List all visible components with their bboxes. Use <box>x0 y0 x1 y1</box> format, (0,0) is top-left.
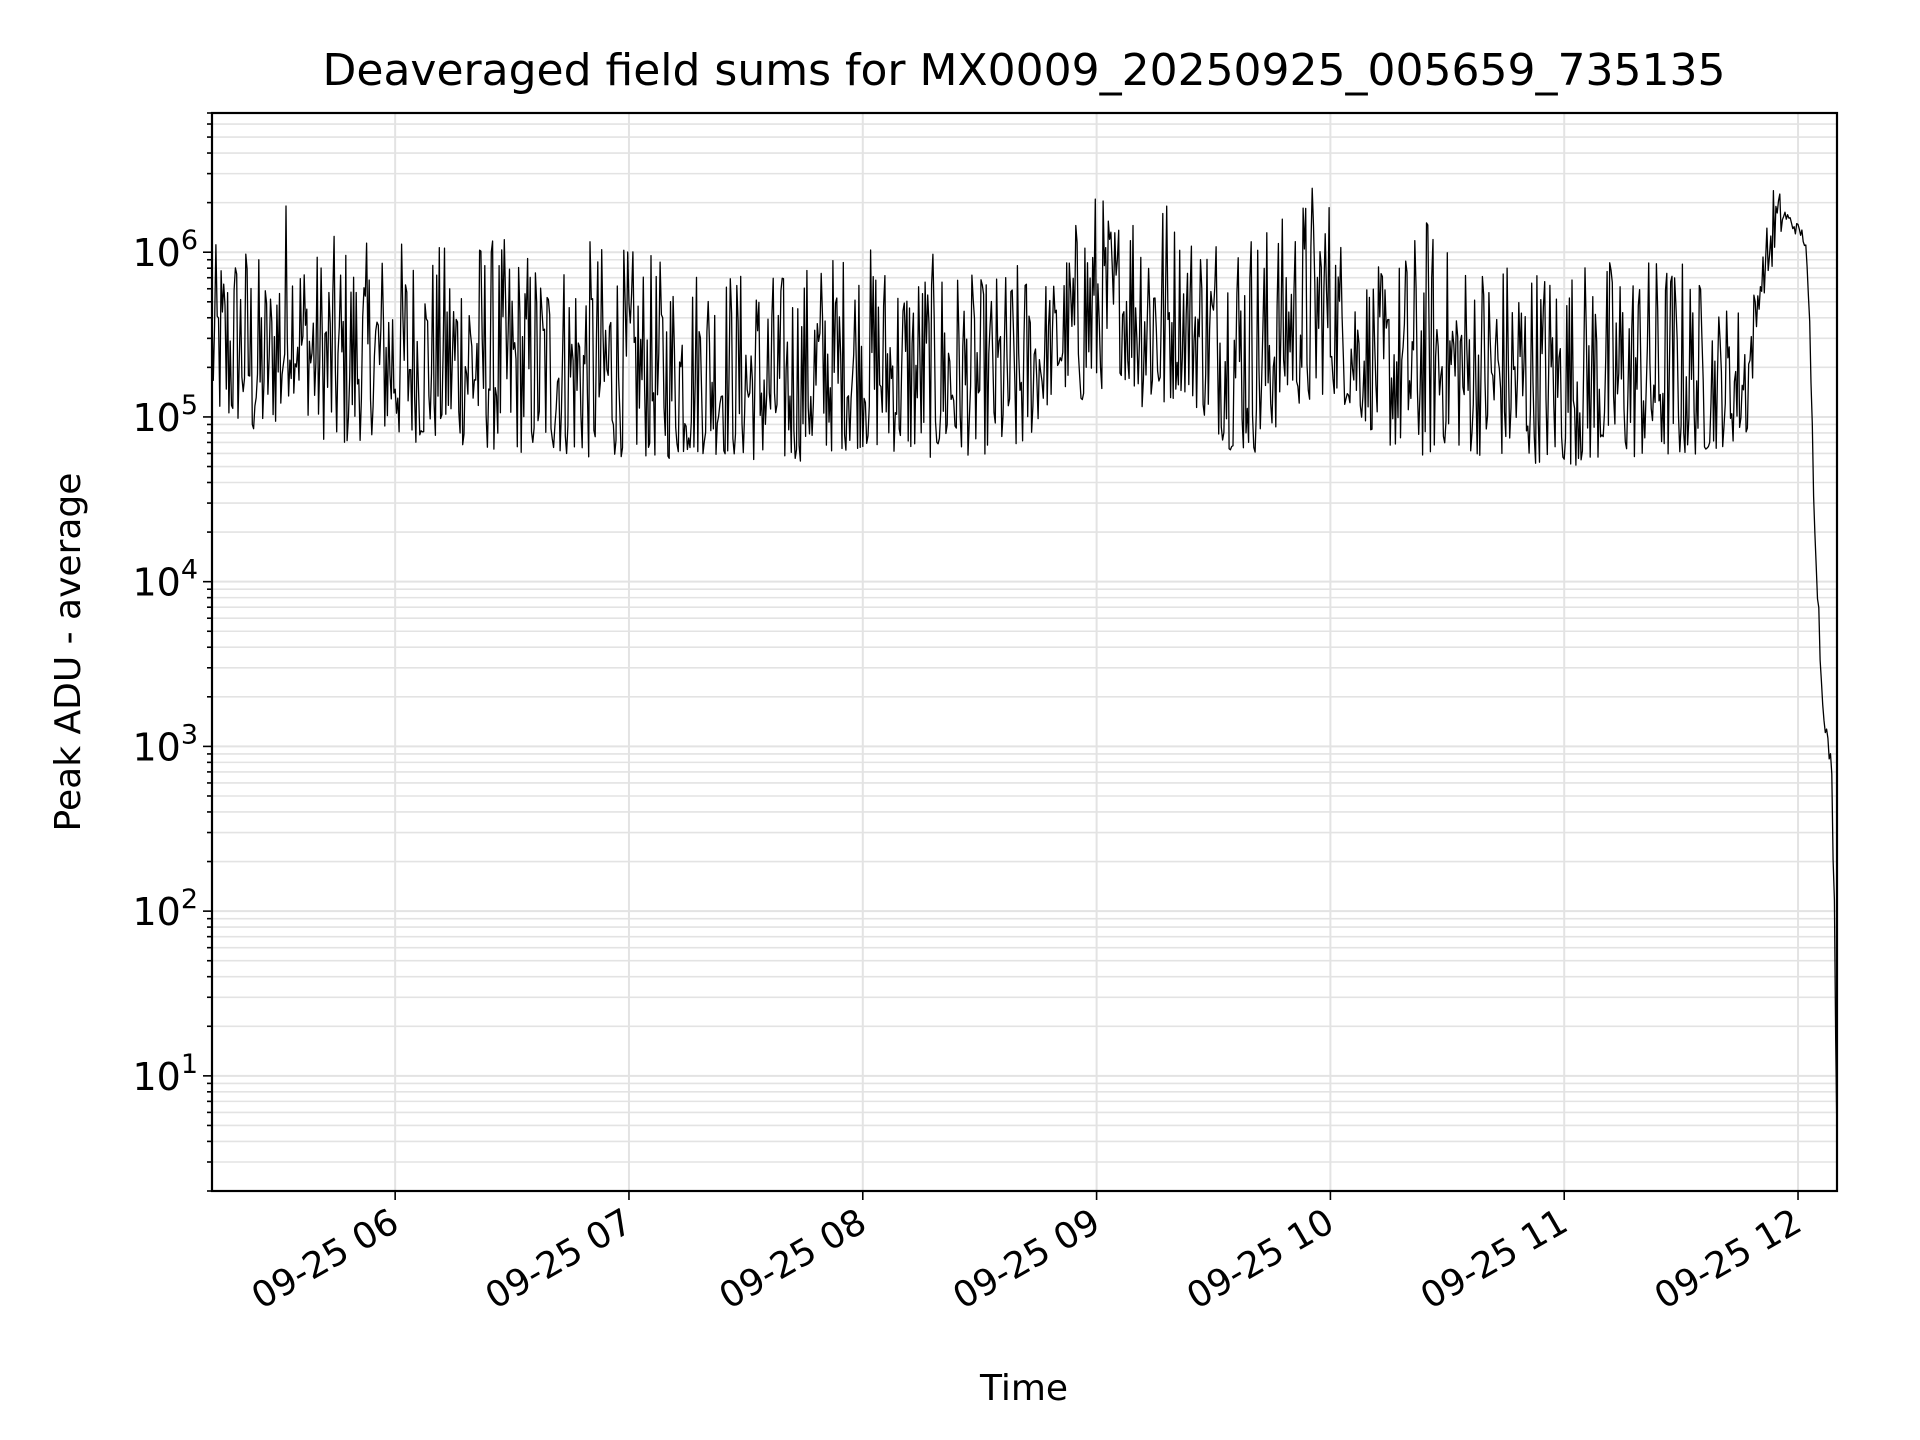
plot-frame <box>210 111 1839 1193</box>
y-axis-label: Peak ADU - average <box>48 473 89 832</box>
x-axis-label: Time <box>979 1368 1068 1409</box>
plot-area <box>211 187 1838 1142</box>
series-line <box>211 187 1838 1142</box>
y-tick-label: 104 <box>132 555 198 605</box>
y-tick-label: 105 <box>132 390 198 440</box>
chart-title: Deaveraged field sums for MX0009_2025092… <box>323 45 1726 96</box>
y-tick-label: 102 <box>132 884 198 934</box>
y-axis: 101 102 103 104 105 106 <box>132 112 212 1192</box>
y-tick-label: 106 <box>132 225 198 275</box>
y-tick-label: 103 <box>132 719 198 769</box>
y-tick-label: 101 <box>132 1049 198 1099</box>
